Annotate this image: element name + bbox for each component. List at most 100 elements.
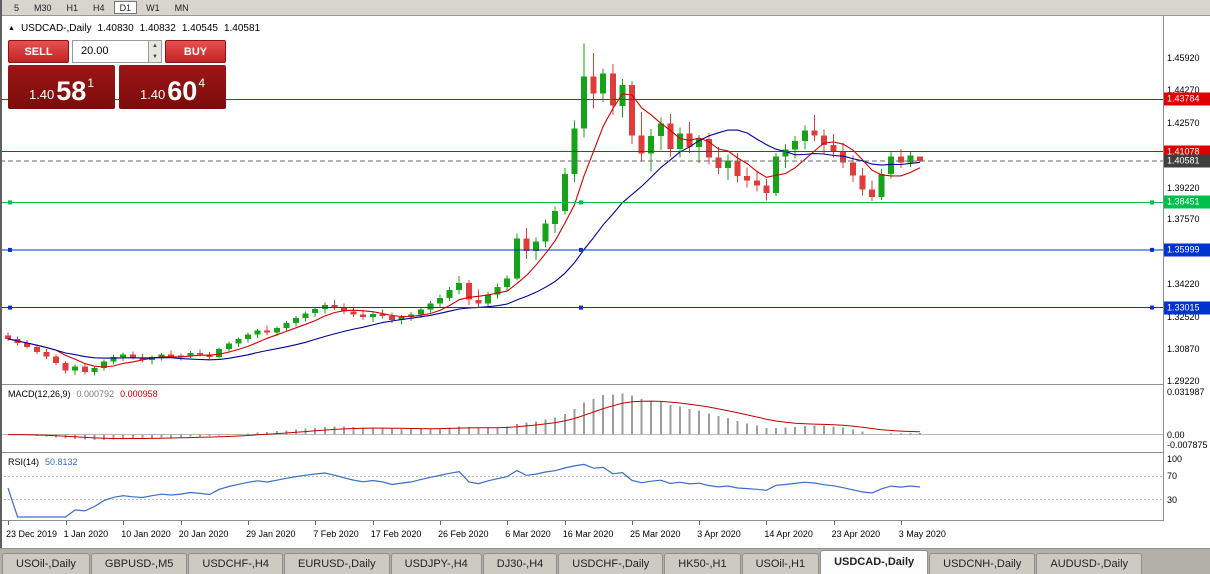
price-line-badge: 1.40581 bbox=[1164, 154, 1210, 168]
price-axis-label: 1.34220 bbox=[1167, 279, 1200, 290]
volume-up-icon[interactable]: ▲ bbox=[149, 41, 161, 52]
date-tick bbox=[248, 521, 249, 525]
line-handle[interactable] bbox=[1150, 200, 1154, 205]
price-line-badge: 1.35999 bbox=[1164, 243, 1210, 257]
chart-tab-usdjpy-h4[interactable]: USDJPY-,H4 bbox=[390, 553, 482, 574]
volume-value[interactable]: 20.00 bbox=[81, 45, 109, 57]
date-axis-label: 3 Apr 2020 bbox=[697, 529, 741, 539]
macd-histogram bbox=[16, 393, 921, 440]
date-tick bbox=[8, 521, 9, 525]
volume-down-icon[interactable]: ▼ bbox=[149, 51, 161, 62]
chart-tab-dj30-h4[interactable]: DJ30-,H4 bbox=[482, 553, 558, 574]
line-handle[interactable] bbox=[1150, 305, 1154, 310]
chart-tab-usoil-daily[interactable]: USOil-,Daily bbox=[2, 553, 90, 574]
symbol-marker-icon: ▲ bbox=[8, 25, 15, 32]
ma-fast-line bbox=[7, 93, 921, 368]
timeframe-button-h1[interactable]: H1 bbox=[66, 3, 79, 13]
pane-separator bbox=[0, 520, 1210, 521]
rsi-value: 50.8132 bbox=[45, 457, 78, 467]
date-axis-label: 29 Jan 2020 bbox=[246, 529, 296, 539]
bid-pips: 58 bbox=[56, 76, 87, 106]
volume-spinner[interactable]: ▲ ▼ bbox=[148, 41, 161, 62]
date-axis-label: 1 Jan 2020 bbox=[63, 529, 109, 539]
chart-tab-eurusd-daily[interactable]: EURUSD-,Daily bbox=[284, 553, 390, 574]
window-left-edge bbox=[0, 0, 2, 548]
ohlc-high: 1.40832 bbox=[139, 23, 176, 34]
line-handle[interactable] bbox=[8, 247, 12, 252]
chart-tab-usdcnh-daily[interactable]: USDCNH-,Daily bbox=[929, 553, 1036, 574]
date-axis-label: 3 May 2020 bbox=[898, 529, 946, 539]
bid-price-display[interactable]: 1.40 58 1 bbox=[8, 65, 115, 109]
bid-big-figure: 1.40 bbox=[28, 87, 55, 102]
chart-header: ▲ USDCAD-,Daily 1.40830 1.40832 1.40545 … bbox=[8, 23, 260, 34]
volume-field[interactable]: 20.00 ▲ ▼ bbox=[72, 40, 162, 63]
chart-tabs-bar: USOil-,Daily GBPUSD-,M5 USDCHF-,H4 EURUSD-,… bbox=[0, 548, 1210, 574]
macd-params: (12,26,9) bbox=[34, 389, 71, 399]
timeframe-button-h4[interactable]: H4 bbox=[93, 3, 105, 13]
macd-axis-label: 0.031987 bbox=[1167, 386, 1205, 397]
macd-pane-canvas[interactable] bbox=[0, 385, 1163, 452]
timeframe-button-mn[interactable]: MN bbox=[174, 3, 189, 13]
rsi-line bbox=[7, 463, 921, 518]
ohlc-close: 1.40581 bbox=[223, 23, 261, 34]
ask-fraction: 4 bbox=[198, 76, 206, 90]
date-tick bbox=[699, 521, 701, 525]
rsi-params: (14) bbox=[23, 457, 40, 467]
price-axis-label: 1.44270 bbox=[1167, 84, 1200, 95]
date-tick bbox=[833, 521, 835, 525]
ask-big-figure: 1.40 bbox=[139, 87, 166, 102]
price-axis-label: 1.29220 bbox=[1167, 375, 1200, 386]
chart-tab-gbpusd-m5[interactable]: GBPUSD-,M5 bbox=[90, 553, 188, 574]
ohlc-open: 1.40830 bbox=[97, 23, 134, 34]
price-axis-label: 1.45920 bbox=[1167, 52, 1200, 63]
timeframe-button-d1[interactable]: D1 bbox=[113, 1, 138, 14]
date-axis-label: 14 Apr 2020 bbox=[764, 529, 813, 539]
date-axis-label: 7 Feb 2020 bbox=[313, 529, 359, 539]
date-axis-label: 6 Mar 2020 bbox=[505, 529, 551, 539]
rsi-indicator-label: RSI(14) 50.8132 bbox=[8, 457, 78, 467]
price-axis-label: 1.37570 bbox=[1167, 214, 1200, 225]
ma-slow-line bbox=[7, 129, 921, 361]
bid-fraction: 1 bbox=[87, 76, 95, 90]
date-tick bbox=[123, 521, 125, 525]
sell-button[interactable]: SELL bbox=[8, 40, 69, 63]
date-tick bbox=[440, 521, 441, 525]
timeframe-button-w1[interactable]: W1 bbox=[146, 3, 160, 13]
chart-tab-audusd-daily[interactable]: AUDUSD-,Daily bbox=[1036, 553, 1143, 574]
price-axis-label: 1.42570 bbox=[1167, 117, 1200, 128]
line-handle[interactable] bbox=[579, 247, 583, 252]
ask-price-display[interactable]: 1.40 60 4 bbox=[119, 65, 226, 109]
price-line-badge: 1.33015 bbox=[1164, 301, 1210, 315]
date-tick bbox=[65, 521, 67, 525]
macd-indicator-label: MACD(12,26,9) 0.000792 0.000958 bbox=[8, 389, 158, 399]
date-tick bbox=[632, 521, 633, 525]
line-handle[interactable] bbox=[8, 305, 12, 310]
chart-tab-hk50-h1[interactable]: HK50-,H1 bbox=[664, 553, 741, 574]
line-handle[interactable] bbox=[1150, 247, 1154, 252]
chart-window: 1.45920 1.44270 1.42570 1.39220 1.37570 1.342… bbox=[0, 16, 1210, 548]
price-line-badge: 1.38451 bbox=[1164, 195, 1210, 209]
date-axis-label: 20 Jan 2020 bbox=[178, 529, 229, 539]
timeframe-button-5[interactable]: 5 bbox=[14, 3, 20, 13]
rsi-axis-label: 100 bbox=[1167, 454, 1183, 464]
line-handle[interactable] bbox=[8, 200, 12, 205]
chart-tab-usoil-h1[interactable]: USOil-,H1 bbox=[741, 553, 820, 574]
date-axis-label: 23 Apr 2020 bbox=[831, 529, 881, 539]
date-tick bbox=[372, 521, 374, 525]
rsi-pane-canvas[interactable] bbox=[0, 453, 1163, 520]
timeframe-button-m30[interactable]: M30 bbox=[34, 3, 52, 13]
price-chart-canvas[interactable] bbox=[0, 16, 1163, 384]
price-axis-label: 1.32520 bbox=[1167, 312, 1200, 323]
chart-tab-usdcad-daily[interactable]: USDCAD-,Daily bbox=[820, 550, 929, 574]
rsi-name: RSI bbox=[8, 457, 24, 467]
chart-tab-usdchf-daily[interactable]: USDCHF-,Daily bbox=[558, 553, 664, 574]
date-tick bbox=[900, 521, 902, 525]
date-axis-label: 10 Jan 2020 bbox=[121, 529, 171, 539]
line-handle[interactable] bbox=[579, 305, 583, 310]
macd-axis-label: -0.007875 bbox=[1167, 440, 1208, 451]
timeframe-toolbar: 5 M30 H1 H4 D1 W1 MN bbox=[0, 0, 1210, 16]
pane-separator bbox=[0, 452, 1210, 453]
line-handle[interactable] bbox=[579, 200, 583, 205]
buy-button[interactable]: BUY bbox=[165, 40, 226, 63]
chart-tab-usdchf-h4[interactable]: USDCHF-,H4 bbox=[188, 553, 283, 574]
